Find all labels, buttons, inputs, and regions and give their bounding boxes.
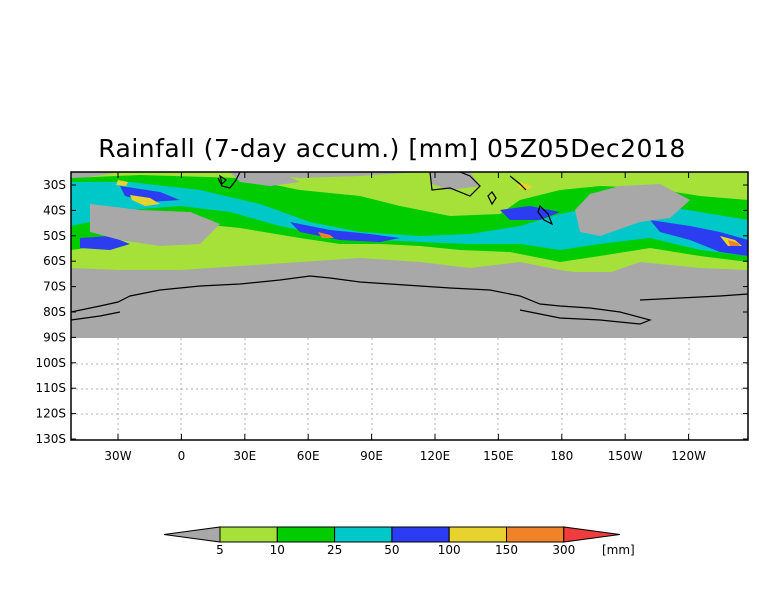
lon-label: 30W	[104, 449, 131, 463]
graticule	[71, 338, 748, 440]
lon-label: 120E	[420, 449, 451, 463]
lat-label: 70S	[43, 280, 66, 294]
colorbar-tick-label: 25	[327, 543, 342, 557]
colorbar-swatch	[391, 526, 450, 543]
lat-label: 110S	[35, 381, 66, 395]
lon-label: 120W	[671, 449, 706, 463]
rain-band-25mm	[71, 182, 748, 256]
lat-label: 50S	[43, 229, 66, 243]
colorbar-tick-label: 150	[495, 543, 518, 557]
map-title: Rainfall (7-day accum.) [mm] 05Z05Dec201…	[98, 134, 686, 163]
lat-label: 30S	[43, 178, 66, 192]
colorbar-swatch	[334, 526, 393, 543]
rain-band-50mm	[80, 236, 130, 250]
colorbar: 5 10 25 50 100 150 300 [mm]	[163, 526, 635, 557]
colorbar-tick-label: 5	[216, 543, 224, 557]
rainfall-field	[71, 172, 748, 338]
colorbar-tick-label: 300	[552, 543, 575, 557]
colorbar-tick-label: 10	[270, 543, 285, 557]
coastlines	[71, 172, 748, 325]
colorbar-unit: [mm]	[602, 543, 635, 557]
lat-label: 100S	[35, 356, 66, 370]
lon-label: 0	[178, 449, 186, 463]
lat-label: 60S	[43, 254, 66, 268]
lon-label: 30E	[233, 449, 256, 463]
latitude-labels: 30S 40S 50S 60S 70S 80S 90S 100S 110S 120S 130S	[35, 178, 66, 446]
longitude-labels: 30W 0 30E 60E 90E 120E 150E 180 150W 120W	[104, 449, 706, 463]
lat-label: 130S	[35, 432, 66, 446]
lat-label: 80S	[43, 305, 66, 319]
lon-label: 180	[550, 449, 573, 463]
colorbar-tick-label: 100	[438, 543, 461, 557]
lon-label: 60E	[297, 449, 320, 463]
rain-band-150mm	[130, 195, 160, 206]
lat-label: 40S	[43, 203, 66, 217]
lat-label: 120S	[35, 407, 66, 421]
colorbar-swatch	[448, 526, 508, 543]
colorbar-swatch	[276, 526, 336, 543]
colorbar-tick-label: 50	[384, 543, 399, 557]
lon-label: 150W	[608, 449, 643, 463]
colorbar-swatch	[219, 526, 278, 543]
lon-label: 90E	[360, 449, 383, 463]
lat-label: 90S	[43, 330, 66, 344]
colorbar-swatch	[506, 526, 565, 543]
colorbar-lower-arrow	[163, 526, 221, 543]
colorbar-upper-arrow	[563, 526, 620, 543]
lon-label: 150E	[483, 449, 514, 463]
map-frame	[70, 171, 749, 441]
